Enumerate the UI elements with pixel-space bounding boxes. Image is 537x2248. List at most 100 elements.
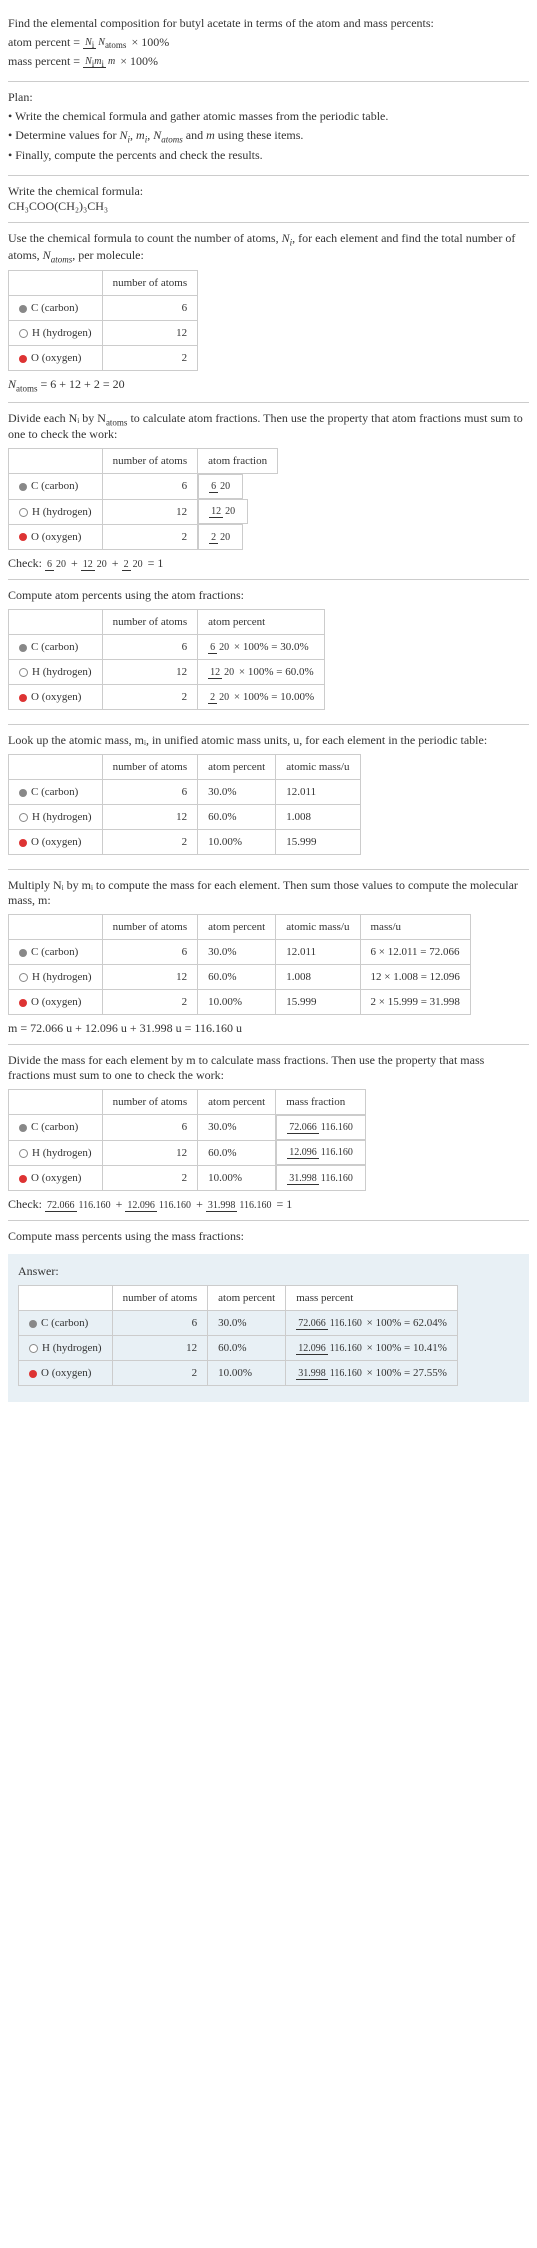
mult-table: number of atomsatom percentatomic mass/u… [8, 914, 471, 1015]
mcn: 6 [102, 780, 198, 805]
acfn: 72.066 [296, 1318, 328, 1330]
ap-h3: atom percent [198, 610, 325, 635]
intro-text: Find the elemental composition for butyl… [8, 16, 529, 31]
plan-2b: using these items. [215, 128, 304, 142]
p3n: 2 [208, 692, 217, 704]
muon: 2 [102, 990, 198, 1015]
mhm: 1.008 [276, 805, 360, 830]
mf-h2: number of atoms [102, 1090, 198, 1115]
mucn: 6 [102, 940, 198, 965]
hfn: 12 [209, 506, 223, 518]
mfofn: 31.998 [287, 1173, 319, 1185]
aofd: 116.160 [328, 1368, 364, 1379]
mck2d: 116.160 [157, 1200, 193, 1211]
mass-table: number of atomsatom percentatomic mass/u… [8, 754, 361, 855]
muhn: 12 [102, 965, 198, 990]
aor: × 100% = 27.55% [364, 1367, 447, 1379]
mck3n: 31.998 [206, 1200, 238, 1212]
th-natoms: number of atoms [102, 271, 198, 296]
mcm: 12.011 [276, 780, 360, 805]
massfrac-section: Divide the mass for each element by m to… [8, 1045, 529, 1221]
mfc: C (carbon) [31, 1121, 78, 1133]
ahr: × 100% = 10.41% [364, 1342, 447, 1354]
row-h: H (hydrogen) [9, 321, 103, 346]
muhp: 60.0% [198, 965, 276, 990]
af-h2: number of atoms [102, 448, 198, 473]
mfofd: 116.160 [319, 1173, 355, 1184]
ap-den: N [98, 37, 105, 48]
count-intro: Use the chemical formula to count the nu… [8, 231, 529, 264]
mucm: 12.011 [276, 940, 360, 965]
cfn: 6 [209, 481, 218, 493]
atomfrac-section: Divide each Nᵢ by Natoms to calculate at… [8, 403, 529, 581]
ck2d: 20 [95, 559, 109, 570]
oxygen-dot-icon [19, 999, 27, 1007]
te: = 6 + 12 + 2 = 20 [38, 377, 125, 391]
afh: H (hydrogen) [32, 506, 92, 518]
plan-2a: • Determine values for [8, 128, 120, 142]
af-check: Check: 620 + 1220 + 220 = 1 [8, 556, 529, 571]
mfcn: 6 [102, 1115, 198, 1141]
a-h3: atom percent [208, 1286, 286, 1311]
mp-n2: m [94, 56, 101, 67]
atom-percent-formula: atom percent = NiNatoms × 100% [8, 35, 529, 50]
afcn: 6 [102, 473, 198, 499]
o-n: 2 [102, 346, 198, 371]
muhx: 12 × 1.008 = 12.096 [360, 965, 470, 990]
hydrogen-dot-icon [19, 668, 28, 677]
mucx: 6 × 12.011 = 72.066 [360, 940, 470, 965]
ah: H (hydrogen) [42, 1342, 102, 1354]
h-name: H (hydrogen) [32, 327, 92, 339]
m-h4: atomic mass/u [276, 755, 360, 780]
mop: 10.00% [198, 830, 276, 855]
mu-h3: atom percent [198, 915, 276, 940]
ap-den-sub: atoms [105, 40, 127, 50]
afhn: 12 [102, 499, 198, 524]
ap-label: atom percent = [8, 35, 83, 49]
a-h4: mass percent [286, 1286, 458, 1311]
muox: 2 × 15.999 = 31.998 [360, 990, 470, 1015]
ck2n: 12 [81, 559, 95, 571]
mass-total: m = 72.066 u + 12.096 u + 31.998 u = 116… [8, 1021, 529, 1036]
afcl: Check: [8, 556, 45, 570]
intro-section: Find the elemental composition for butyl… [8, 8, 529, 82]
row-o: O (oxygen) [9, 346, 103, 371]
count-table: number of atoms C (carbon)6 H (hydrogen)… [8, 270, 198, 371]
plan-2: • Determine values for Ni, mi, Natoms an… [8, 128, 529, 144]
hydrogen-dot-icon [19, 813, 28, 822]
ci-c: , per molecule: [72, 248, 144, 262]
mp-pct: × 100% [117, 54, 158, 68]
h-n: 12 [102, 321, 198, 346]
mfhfn: 12.096 [287, 1147, 319, 1159]
mom: 15.999 [276, 830, 360, 855]
ci-a: Use the chemical formula to count the nu… [8, 231, 282, 245]
mass-intro: Look up the atomic mass, mᵢ, in unified … [8, 733, 529, 748]
plan-3: • Finally, compute the percents and chec… [8, 148, 529, 163]
p2d: 20 [222, 667, 236, 678]
mu-h4: atomic mass/u [276, 915, 360, 940]
m-h2: number of atoms [102, 755, 198, 780]
acfd: 116.160 [328, 1318, 364, 1329]
aphp: × 100% = 60.0% [236, 666, 313, 678]
carbon-dot-icon [19, 949, 27, 957]
muop: 10.00% [198, 990, 276, 1015]
muc: C (carbon) [31, 946, 78, 958]
af-h3: atom fraction [198, 448, 278, 473]
mfcp: 30.0% [198, 1115, 276, 1141]
mf-h3: atom percent [198, 1090, 276, 1115]
p3d: 20 [217, 692, 231, 703]
mucp: 30.0% [198, 940, 276, 965]
mh: H (hydrogen) [32, 811, 92, 823]
hydrogen-dot-icon [29, 1344, 38, 1353]
afce: = 1 [145, 556, 164, 570]
afis: atoms [106, 417, 128, 427]
ac: C (carbon) [41, 1317, 88, 1329]
plan-title: Plan: [8, 90, 529, 105]
afo: O (oxygen) [31, 531, 81, 543]
chemical-formula: CH₃COO(CH₂)₃CH₃ [8, 199, 529, 214]
mfh: H (hydrogen) [32, 1147, 92, 1159]
ck1d: 20 [54, 559, 68, 570]
aofn: 31.998 [296, 1368, 328, 1380]
aphn: 12 [102, 660, 198, 685]
afi: Divide each Nᵢ by N [8, 411, 106, 425]
